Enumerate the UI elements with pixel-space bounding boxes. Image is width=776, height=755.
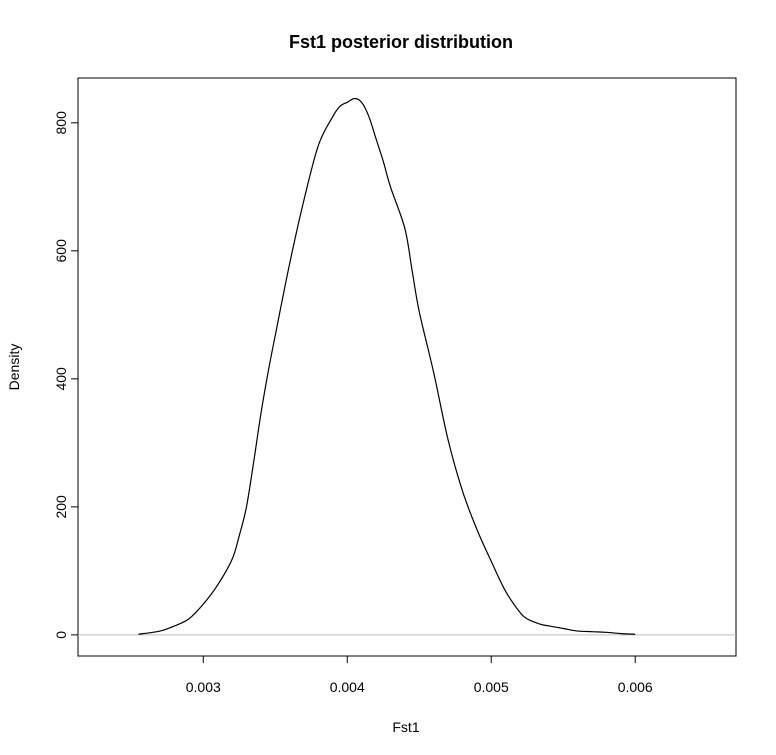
plot-area: 0.003 0.004 0.005 0.006 0 200 400 600 800 <box>53 77 737 695</box>
density-curve <box>138 97 636 635</box>
y-tick-label: 800 <box>53 111 69 135</box>
x-axis-label: Fst1 <box>392 719 419 735</box>
x-tick-label: 0.004 <box>330 679 365 695</box>
x-tick-label: 0.006 <box>618 679 653 695</box>
y-tick-label: 0 <box>53 631 69 639</box>
x-tick-label: 0.005 <box>474 679 509 695</box>
chart-title: Fst1 posterior distribution <box>289 32 513 52</box>
plot-frame <box>77 77 737 657</box>
x-tick-label: 0.003 <box>186 679 221 695</box>
y-tick-label: 600 <box>53 239 69 263</box>
y-tick-label: 400 <box>53 367 69 391</box>
y-axis-label: Density <box>6 344 22 391</box>
y-tick-label: 200 <box>53 495 69 519</box>
